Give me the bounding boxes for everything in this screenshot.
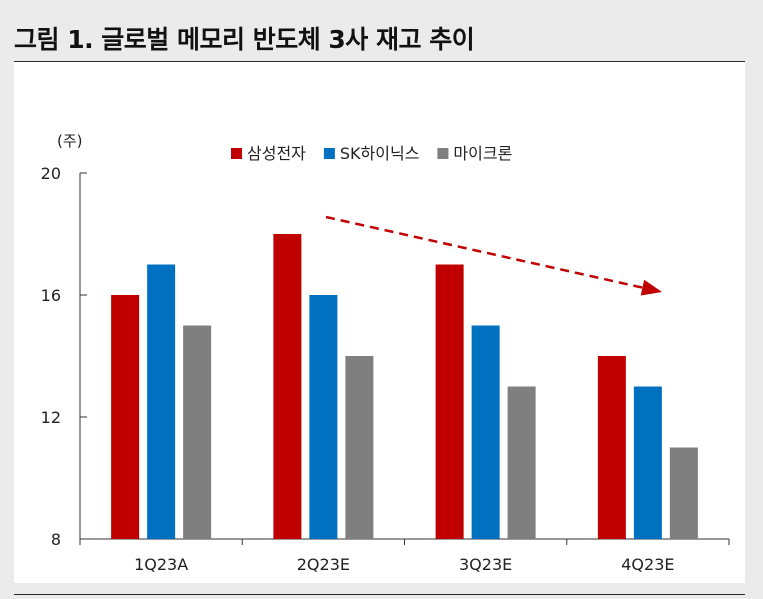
- trend-arrow-head: [640, 279, 662, 296]
- bar: [309, 295, 338, 539]
- y-axis: 8 12 16 20: [41, 164, 87, 549]
- y-tick-label: 8: [51, 530, 61, 549]
- bar: [273, 234, 302, 539]
- bar: [597, 356, 626, 539]
- legend-swatch: [323, 148, 335, 159]
- bar: [435, 264, 464, 539]
- x-axis: 1Q23A 2Q23E 3Q23E 4Q23E: [79, 538, 730, 574]
- bar: [633, 386, 662, 539]
- x-tick-label: 1Q23A: [134, 555, 188, 574]
- bars: [111, 234, 698, 539]
- bar-chart: (주) 삼성전자 SK하이닉스 마이크론 8 12 16 20 1Q23A 2Q23E 3Q2…: [41, 132, 730, 574]
- bar: [183, 325, 212, 539]
- legend: 삼성전자 SK하이닉스 마이크론: [231, 144, 512, 163]
- y-tick-label: 16: [41, 286, 61, 305]
- legend-label: 마이크론: [453, 144, 512, 163]
- bottom-divider: [14, 594, 745, 595]
- legend-label: 삼성전자: [247, 144, 306, 163]
- trend-arrow-line: [325, 215, 643, 289]
- y-tick-label: 20: [41, 164, 61, 183]
- bar: [111, 295, 140, 539]
- bar: [345, 356, 374, 539]
- figure-title: 그림 1. 글로벌 메모리 반도체 3사 재고 추이: [14, 25, 475, 54]
- x-tick-label: 4Q23E: [621, 555, 674, 574]
- x-tick-label: 2Q23E: [297, 555, 350, 574]
- trend-arrow: [325, 215, 662, 296]
- bar: [669, 447, 698, 539]
- y-unit-label: (주): [57, 132, 83, 150]
- legend-label: SK하이닉스: [340, 144, 420, 163]
- bar: [471, 325, 500, 539]
- x-tick-label: 3Q23E: [459, 555, 512, 574]
- legend-swatch: [231, 148, 242, 159]
- title-divider: [14, 61, 745, 62]
- y-tick-label: 12: [41, 408, 61, 427]
- chart-panel: (주) 삼성전자 SK하이닉스 마이크론 8 12 16 20 1Q23A 2Q23E 3Q2…: [14, 62, 745, 583]
- bar: [507, 386, 536, 539]
- legend-swatch: [437, 148, 449, 159]
- bar: [147, 264, 176, 539]
